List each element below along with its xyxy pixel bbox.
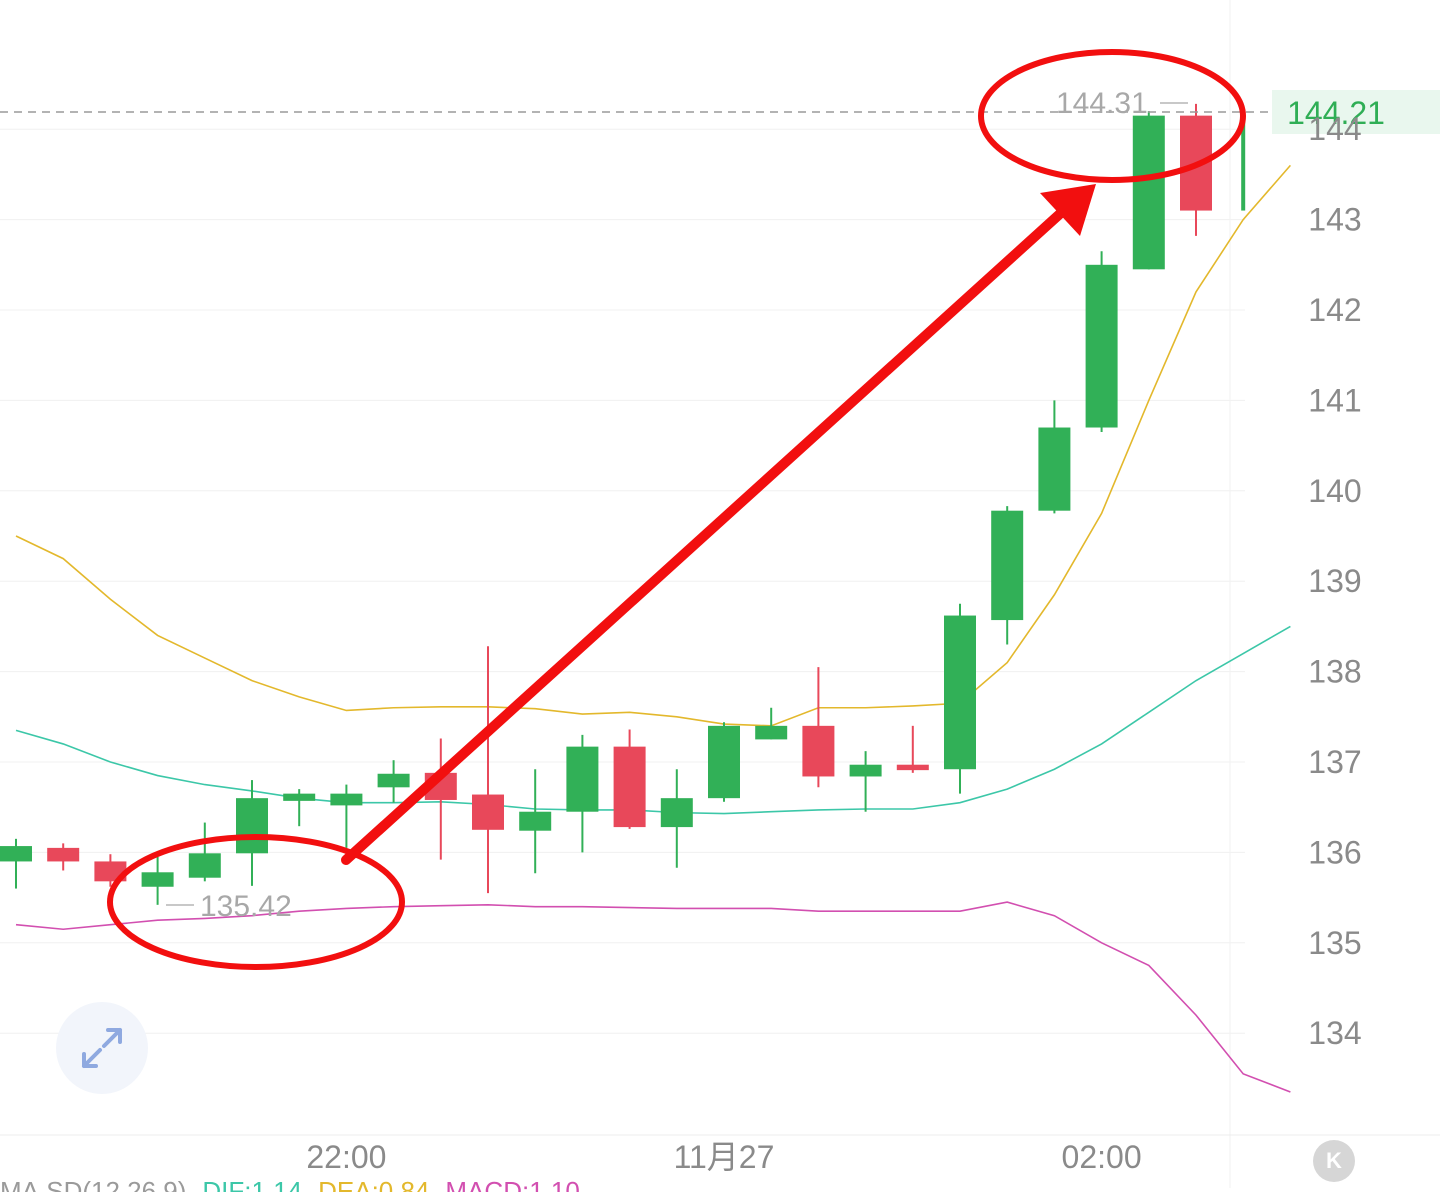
candle-body xyxy=(47,847,80,862)
x-tick-label: 22:00 xyxy=(306,1139,386,1175)
candle-body xyxy=(660,798,693,828)
candles xyxy=(0,103,1246,905)
candle-body xyxy=(944,615,976,770)
y-tick-label: 138 xyxy=(1308,654,1361,690)
indicator-value: DIF:1.14 xyxy=(202,1178,302,1192)
y-tick-label: 142 xyxy=(1308,292,1361,328)
candle xyxy=(141,856,174,905)
y-tick-label: 144 xyxy=(1308,111,1361,147)
candle xyxy=(708,722,740,802)
candle xyxy=(94,854,127,887)
candle xyxy=(802,667,835,788)
candle xyxy=(188,822,221,882)
candle-body xyxy=(896,764,929,771)
indicator-value: MA,SD(12,26,9) xyxy=(0,1178,186,1192)
high-highlight-ellipse xyxy=(978,49,1246,183)
price-axis: 134 135 136 137 138 139 140 141 142 143 144 xyxy=(1308,111,1361,1051)
candle xyxy=(566,734,599,853)
high-price-label: 144.31 xyxy=(1056,87,1148,120)
time-axis: 22:00 11月27 02:00 xyxy=(306,1139,1141,1175)
candle xyxy=(1132,111,1165,270)
candle-body xyxy=(755,725,788,740)
candle xyxy=(519,769,552,874)
indicator-strip: MA,SD(12,26,9) DIF:1.14 DEA:0.84 MACD:1.10 xyxy=(0,1178,1000,1192)
candle xyxy=(377,760,410,803)
y-tick-label: 140 xyxy=(1308,473,1361,509)
candle-body xyxy=(377,773,410,788)
candle-body xyxy=(1241,110,1246,211)
y-tick-label: 143 xyxy=(1308,202,1361,238)
candle-body xyxy=(1038,427,1071,511)
candle xyxy=(0,838,32,889)
y-tick-label: 134 xyxy=(1308,1015,1361,1051)
annotations: 144.21 144.31 135.42 xyxy=(0,49,1440,970)
candle-body xyxy=(236,798,268,854)
candle-body xyxy=(472,794,504,830)
candle xyxy=(472,646,504,894)
trend-arrow-shaft xyxy=(341,207,1067,865)
candle xyxy=(613,729,646,829)
candle xyxy=(424,738,457,860)
band-middle xyxy=(15,625,1291,815)
y-tick-label: 137 xyxy=(1308,744,1361,780)
candle xyxy=(660,769,693,868)
y-tick-label: 139 xyxy=(1308,563,1361,599)
y-tick-label: 136 xyxy=(1308,834,1361,870)
candle xyxy=(849,751,882,812)
candle-body xyxy=(141,872,174,887)
indicator-value: DEA:0.84 xyxy=(318,1178,429,1192)
last-price-tag xyxy=(1272,90,1440,134)
candle xyxy=(47,843,80,871)
candle xyxy=(1085,251,1118,433)
candle xyxy=(1038,400,1071,514)
candle xyxy=(330,784,363,848)
expand-icon xyxy=(82,1028,122,1068)
x-tick-label: 02:00 xyxy=(1062,1139,1142,1175)
candle-body xyxy=(1132,115,1165,270)
x-tick-label: 11月27 xyxy=(674,1139,775,1175)
band-lower xyxy=(15,901,1291,1093)
kline-toggle-button[interactable]: K xyxy=(1313,1140,1355,1182)
candle-body xyxy=(708,725,740,799)
candle xyxy=(236,780,268,886)
candle xyxy=(283,789,316,827)
low-price-label: 135.42 xyxy=(200,890,292,923)
last-price-label: 144.21 xyxy=(1287,95,1385,131)
candle-body xyxy=(1085,264,1118,428)
candle xyxy=(991,506,1024,645)
candle-body xyxy=(566,746,599,812)
candle xyxy=(755,707,788,740)
candle-body xyxy=(849,764,882,777)
candle-body xyxy=(519,811,552,831)
candle-body xyxy=(188,853,221,878)
candle-body xyxy=(330,793,363,806)
bollinger-bands xyxy=(15,164,1292,1093)
y-tick-label: 135 xyxy=(1308,925,1361,961)
trend-arrow-head xyxy=(1040,184,1096,236)
candle-body xyxy=(0,846,32,862)
expand-button[interactable] xyxy=(56,1002,148,1094)
low-highlight-ellipse xyxy=(107,834,405,970)
band-upper xyxy=(15,164,1292,727)
candle-body xyxy=(991,510,1024,621)
candle-body xyxy=(802,725,835,777)
y-tick-label: 141 xyxy=(1308,382,1361,418)
candle xyxy=(896,725,929,773)
candle-body xyxy=(283,793,316,801)
candle xyxy=(944,603,976,794)
candle-body xyxy=(613,746,646,828)
indicator-value: MACD:1.10 xyxy=(445,1178,579,1192)
